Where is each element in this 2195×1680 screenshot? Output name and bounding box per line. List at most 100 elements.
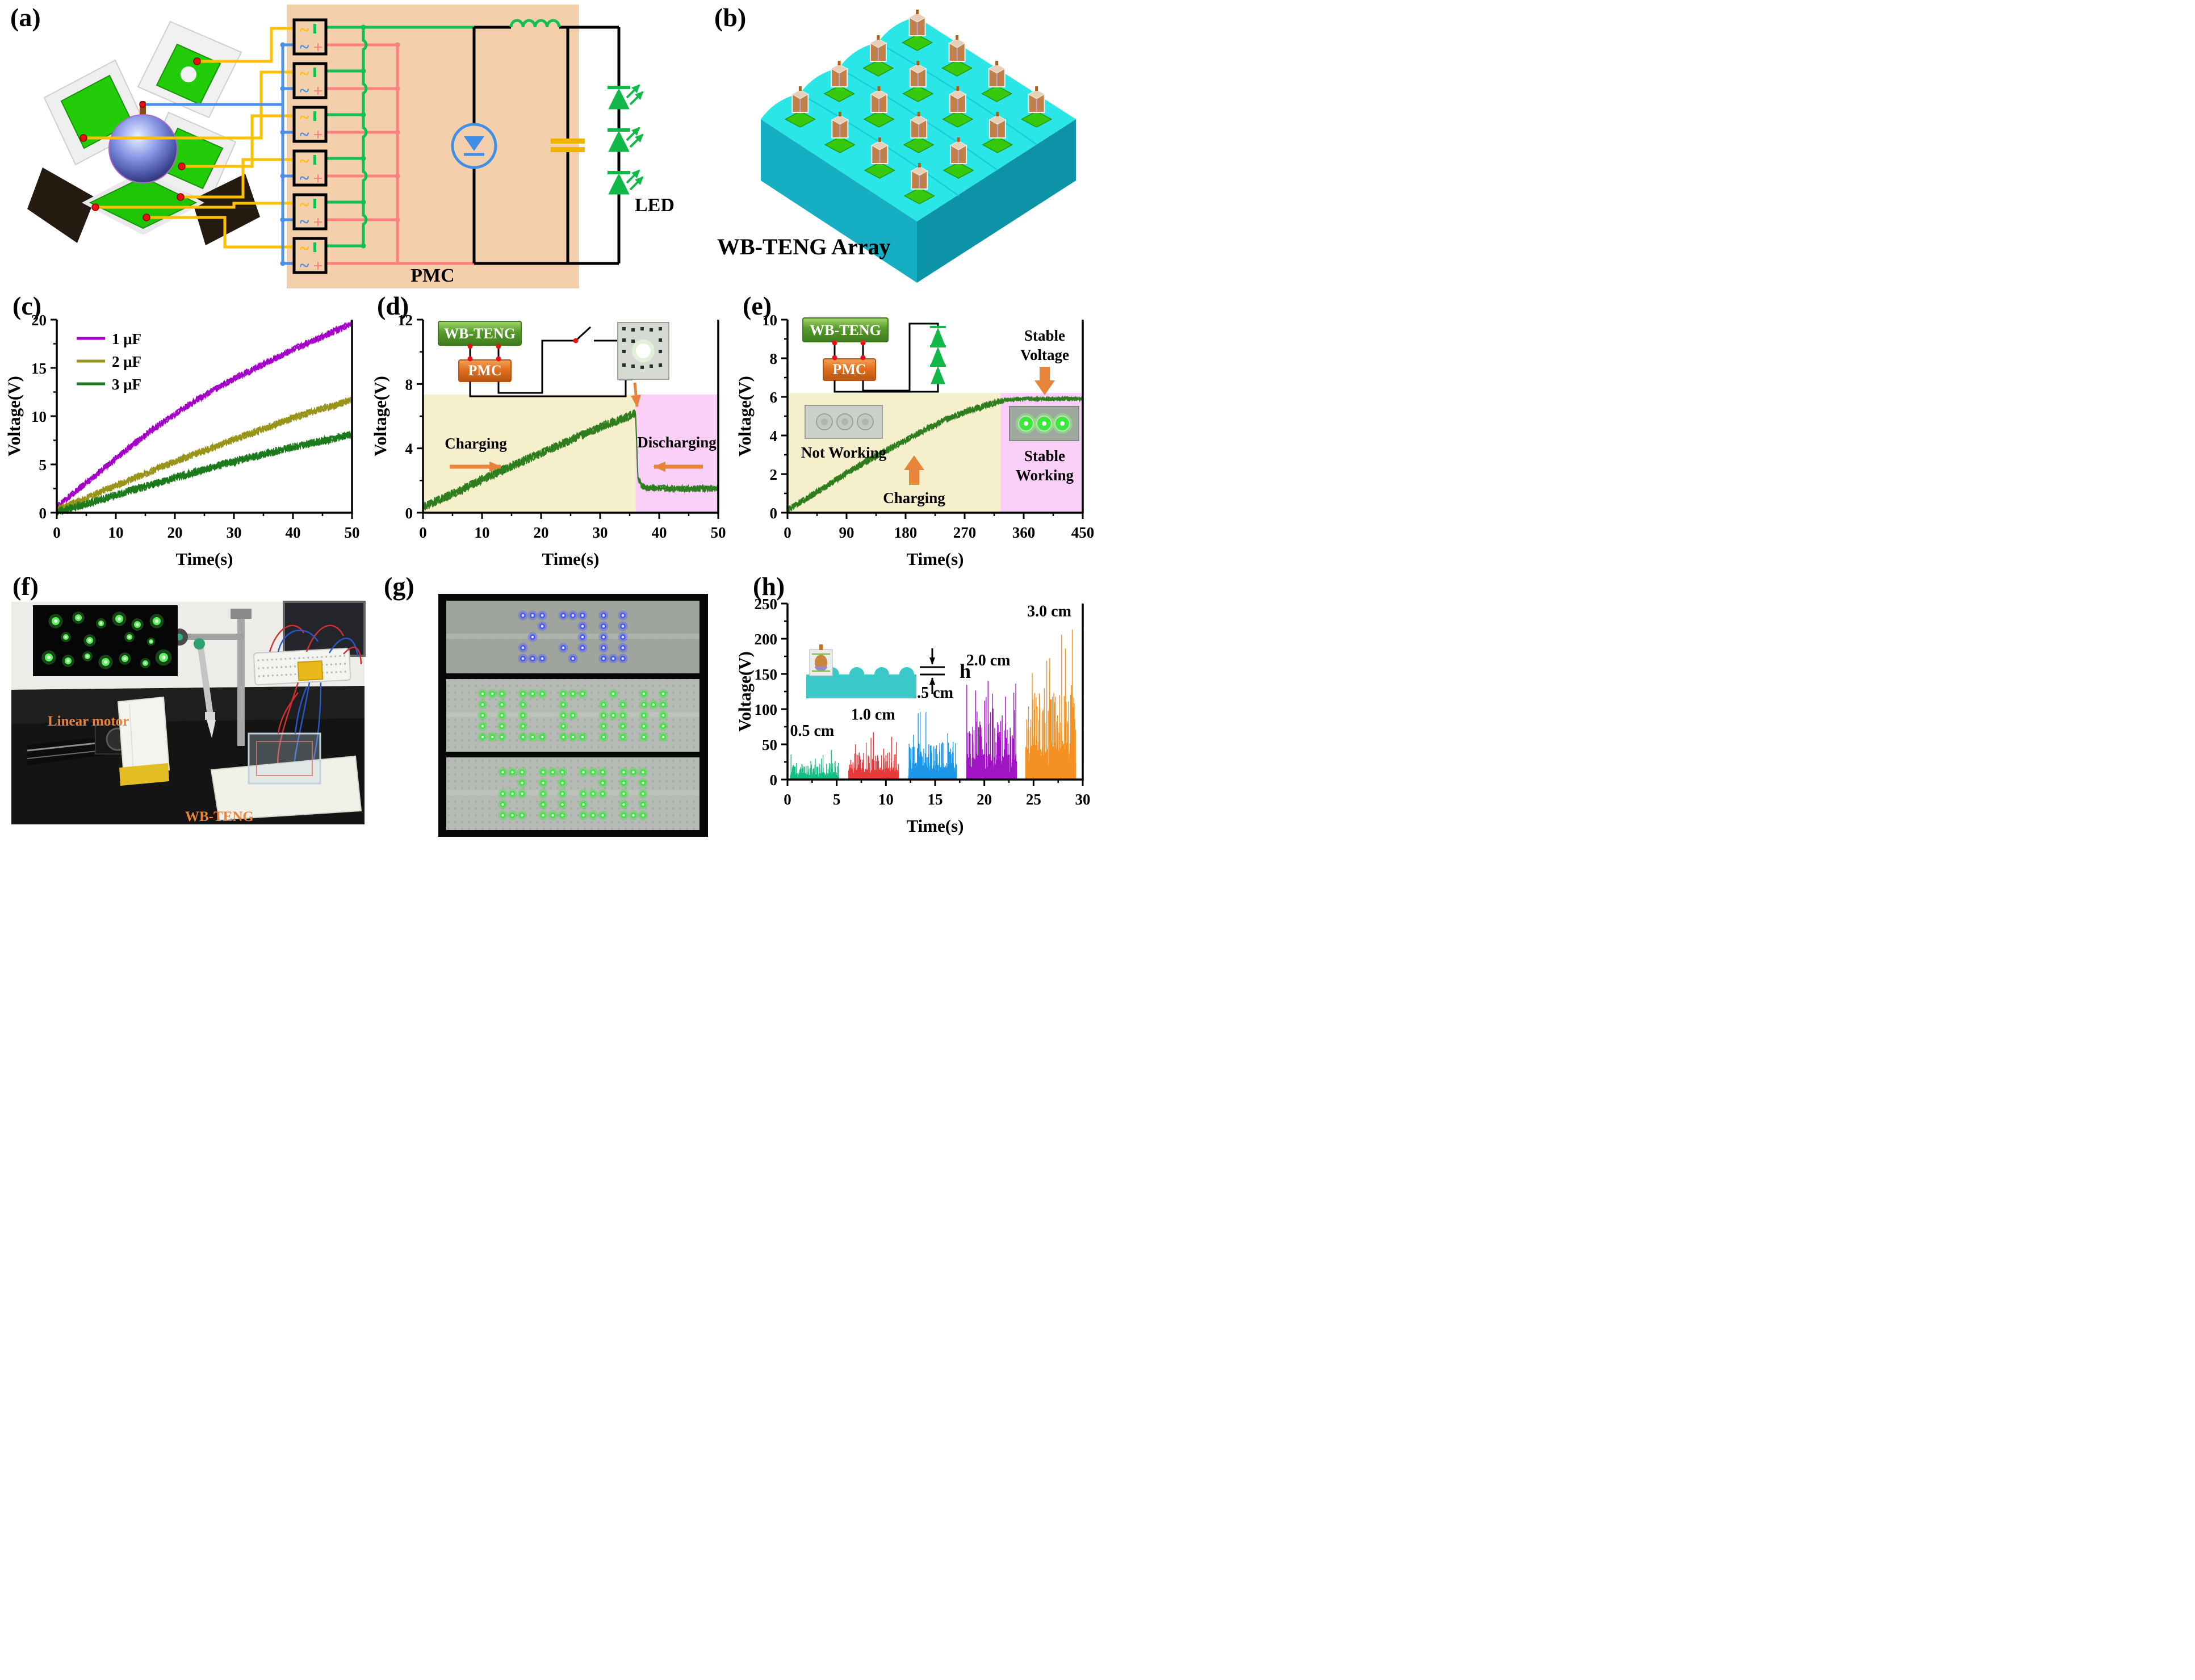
inset-photo-led-d [617,322,669,408]
svg-text:1 μF: 1 μF [112,330,141,347]
svg-text:~: ~ [300,167,309,188]
array-title: WB-TENG Array [717,234,891,259]
panel-a-schematic: ~~ +~~ +~~ +~~ +~~ +~~ + [27,5,675,288]
panel-g-led-display [438,594,708,837]
breadboard [253,647,351,686]
svg-text:~: ~ [300,80,309,100]
svg-text:20: 20 [31,312,47,329]
svg-text:+: + [313,82,322,100]
svg-text:~: ~ [300,107,309,127]
svg-text:12: 12 [397,312,413,329]
inset-teng-label: WB-TENG [444,325,516,342]
svg-text:Voltage(V): Voltage(V) [735,651,755,732]
svg-text:0: 0 [770,505,778,522]
svg-text:0.5 cm: 0.5 cm [790,722,834,740]
panel-e-label: (e) [743,291,772,320]
chart-e-plot: 0 90 180 270 360 450 0 2 4 6 8 10 Time(s) Voltage(V) [735,312,1094,569]
chart-d-plot: 0 10 20 30 40 50 0 4 8 12 Time(s) Voltage(V) [370,312,726,569]
svg-text:3 μF: 3 μF [112,376,141,393]
foam-block-motor [117,696,170,786]
svg-text:0: 0 [405,505,413,522]
svg-text:0: 0 [784,524,791,541]
linear-motor-label: Linear motor [48,714,129,729]
svg-text:30: 30 [227,524,242,541]
svg-text:10: 10 [31,408,47,425]
svg-text:450: 450 [1071,524,1095,541]
chart-capacitor-charging: 0 10 20 30 40 50 0 5 10 15 20 Time(s) Voltage(V) 1 μF… [4,312,360,569]
svg-text:20: 20 [534,524,549,541]
lit-led-dots [41,611,172,669]
svg-text:0: 0 [53,524,61,541]
chart-charge-discharge: 0 10 20 30 40 50 0 4 8 12 Time(s) Voltage(V) WB-TEN… [370,312,726,569]
svg-text:30: 30 [593,524,608,541]
svg-text:10: 10 [878,791,894,808]
svg-text:10: 10 [108,524,124,541]
connection-dots [79,57,201,221]
chart-stable-working: 0 90 180 270 360 4500246810Time(s)Voltage(V) … [735,312,1094,569]
svg-text:360: 360 [1012,524,1036,541]
blue-common-wire [143,45,284,263]
not-working-label: Not Working [801,444,887,461]
svg-text:10: 10 [475,524,490,541]
inset-pmc-label: PMC [832,361,866,378]
svg-text:5: 5 [39,456,47,474]
svg-text:50: 50 [345,524,360,541]
chart-h-overlay: h [806,644,971,698]
charging-label: Charging [445,435,507,452]
svg-text:Time(s): Time(s) [175,549,233,569]
chart-e-overlay: WB-TENG PMC Stable Vol [801,317,1079,506]
svg-text:25: 25 [1026,791,1041,808]
svg-text:2.0 cm: 2.0 cm [966,652,1011,669]
svg-text:0: 0 [419,524,427,541]
panel-b-array: WB-TENG Array [717,9,1076,283]
svg-text:~: ~ [300,150,309,171]
figure-root: (a) (b) (c) (d) (e) (f) (g) (h) [0,0,1098,840]
zener-diode-icon [451,123,497,169]
panel-g-label: (g) [384,572,414,601]
svg-text:4: 4 [405,441,413,458]
chart-c-plot: 0 10 20 30 40 50 0 5 10 15 20 Time(s) Voltage(V) 1 μF… [4,312,360,569]
stable-voltage-line1: Stable [1024,327,1065,344]
svg-text:0: 0 [784,791,791,808]
svg-text:15: 15 [928,791,943,808]
svg-text:3.0 cm: 3.0 cm [1027,602,1071,620]
svg-text:4: 4 [770,428,778,445]
panel-f-label: (f) [12,572,39,601]
chart-h-plot: 0.5 cm 1.0 cm 1.5 cm 2.0 cm 3.0 cm 0 5 10 15 20 25… [735,596,1091,836]
wb-teng-device-drawing [27,20,260,245]
svg-text:+: + [313,257,322,275]
svg-text:8: 8 [405,376,413,393]
svg-text:Time(s): Time(s) [906,549,964,569]
charging-arrow-up [904,455,924,485]
ball [108,114,178,183]
svg-text:~: ~ [300,194,309,215]
svg-text:50: 50 [762,736,777,753]
svg-text:+: + [313,213,322,232]
svg-text:2 μF: 2 μF [112,353,141,370]
h-label: h [960,660,971,682]
svg-text:0: 0 [770,772,778,789]
output-circuit [451,19,644,265]
svg-text:Voltage(V): Voltage(V) [370,376,390,456]
svg-text:1.5 cm: 1.5 cm [909,684,953,702]
capacitor-icon [551,139,585,152]
led-word-2020 [498,767,648,820]
led-chain-icon [608,84,644,195]
photo-stable-working [1009,406,1079,441]
pipette [194,638,216,738]
svg-text:40: 40 [652,524,667,541]
svg-text:~: ~ [300,124,309,144]
stable-working-line1: Stable [1024,447,1065,464]
panel-c-label: (c) [12,291,42,320]
svg-text:200: 200 [755,631,778,648]
inset-pmc-label: PMC [468,362,501,379]
svg-text:Voltage(V): Voltage(V) [735,376,755,456]
stable-working-line2: Working [1016,467,1074,484]
panel-d-label: (d) [377,291,409,320]
svg-text:~: ~ [300,255,309,275]
svg-text:~: ~ [300,211,309,232]
led-stack-icon [930,326,946,384]
stable-voltage-arrow [1034,367,1055,395]
svg-text:2: 2 [770,466,778,483]
svg-text:+: + [313,169,322,188]
